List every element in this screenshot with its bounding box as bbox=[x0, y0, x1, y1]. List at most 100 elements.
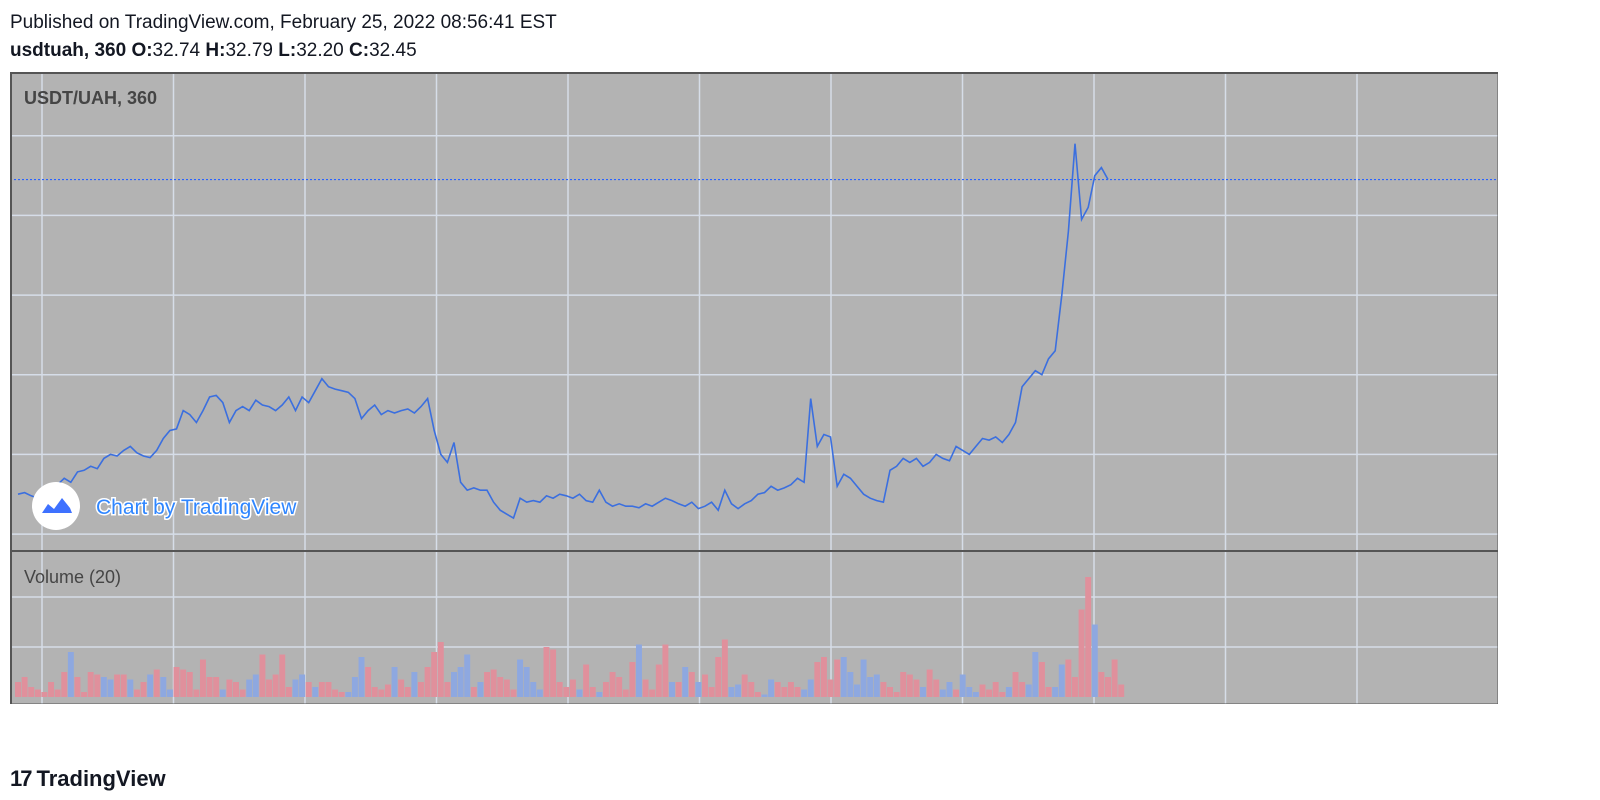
volume-bar bbox=[596, 692, 603, 697]
volume-bar bbox=[233, 682, 239, 697]
volume-bar bbox=[457, 667, 464, 697]
volume-bar bbox=[616, 677, 623, 697]
volume-bar bbox=[556, 682, 563, 697]
watermark-logo-icon bbox=[32, 482, 80, 530]
tradingview-footer-logo[interactable]: 17 TradingView bbox=[10, 766, 166, 792]
volume-bar bbox=[332, 689, 339, 697]
volume-bar bbox=[754, 692, 761, 697]
volume-bar bbox=[41, 692, 48, 697]
volume-bar bbox=[81, 692, 88, 697]
volume-bar bbox=[563, 687, 570, 697]
volume-bar bbox=[61, 672, 68, 697]
watermark-text: Chart by TradingView bbox=[96, 496, 297, 519]
volume-bar bbox=[589, 687, 596, 697]
volume-bar bbox=[979, 684, 986, 697]
volume-bar bbox=[517, 659, 524, 697]
volume-bar bbox=[173, 667, 180, 697]
volume-bar bbox=[199, 659, 206, 697]
volume-bar bbox=[622, 689, 629, 697]
volume-bar bbox=[741, 674, 748, 697]
volume-bar bbox=[1091, 624, 1098, 697]
volume-bar bbox=[920, 687, 927, 697]
published-line: Published on TradingView.com, February 2… bbox=[10, 12, 557, 33]
time-scale-background bbox=[10, 704, 1590, 752]
volume-bar bbox=[325, 682, 332, 697]
volume-bar bbox=[133, 689, 140, 697]
volume-bar bbox=[939, 689, 946, 697]
volume-bar bbox=[21, 677, 28, 697]
open-value: 32.74 bbox=[152, 40, 201, 61]
volume-bar bbox=[206, 677, 213, 697]
volume-bar bbox=[1118, 684, 1125, 697]
volume-bar bbox=[946, 682, 953, 697]
volume-bar bbox=[404, 687, 411, 697]
volume-bar bbox=[853, 684, 860, 697]
volume-bar bbox=[345, 692, 352, 697]
volume-bar bbox=[688, 672, 695, 697]
volume-bar bbox=[358, 657, 365, 697]
volume-bar bbox=[583, 664, 590, 697]
volume-bar bbox=[669, 682, 675, 697]
volume-bar bbox=[926, 669, 933, 697]
volume-bar bbox=[860, 659, 867, 697]
low-value: 32.20 bbox=[296, 40, 344, 61]
price-line-series bbox=[17, 143, 1109, 520]
tradingview-watermark: Chart by TradingView bbox=[32, 482, 299, 530]
volume-bar bbox=[219, 689, 226, 697]
volume-bar bbox=[820, 657, 827, 697]
volume-bar bbox=[15, 682, 21, 697]
volume-bar bbox=[186, 672, 193, 697]
volume-bar bbox=[953, 689, 960, 697]
volume-bar bbox=[140, 682, 147, 697]
volume-bar bbox=[642, 679, 649, 697]
volume-bar bbox=[391, 667, 398, 697]
high-value: 32.79 bbox=[225, 40, 273, 61]
volume-bar bbox=[28, 687, 35, 697]
volume-bar bbox=[74, 677, 81, 697]
volume-bar bbox=[1071, 677, 1078, 697]
volume-bar bbox=[735, 684, 742, 697]
volume-bar bbox=[437, 642, 444, 697]
close-value: 32.45 bbox=[369, 40, 417, 61]
volume-bar bbox=[431, 652, 438, 697]
volume-bar bbox=[1078, 609, 1085, 697]
volume-bar bbox=[900, 672, 907, 697]
volume-bar bbox=[470, 687, 477, 697]
volume-bar bbox=[1098, 672, 1105, 697]
volume-bar bbox=[464, 654, 471, 697]
volume-bar bbox=[213, 677, 220, 697]
volume-bar bbox=[1038, 662, 1045, 697]
volume-bar bbox=[721, 639, 728, 697]
volume-bar bbox=[768, 679, 775, 697]
volume-bar bbox=[398, 679, 405, 697]
volume-bar bbox=[510, 689, 517, 697]
symbol-ohlc-line: usdtuah, 360 O:32.74 H:32.79 L:32.20 C:3… bbox=[10, 40, 417, 62]
price-pane-title: USDT/UAH, 360 bbox=[24, 88, 157, 108]
volume-bar bbox=[992, 682, 999, 697]
volume-bar bbox=[814, 662, 821, 697]
volume-bar bbox=[959, 674, 966, 697]
volume-bar bbox=[1065, 659, 1072, 697]
volume-bar bbox=[365, 667, 372, 697]
volume-bar bbox=[371, 687, 378, 697]
volume-bar bbox=[702, 674, 709, 697]
volume-bar bbox=[87, 672, 94, 697]
volume-bar bbox=[986, 689, 993, 697]
volume-pane bbox=[15, 577, 1125, 697]
low-label: L: bbox=[278, 40, 297, 61]
volume-bar bbox=[1012, 672, 1019, 697]
volume-bar bbox=[193, 689, 200, 697]
volume-bar bbox=[312, 687, 319, 697]
volume-bar bbox=[1085, 577, 1092, 697]
volume-bar bbox=[629, 662, 636, 697]
volume-bar bbox=[259, 654, 266, 697]
volume-bar bbox=[550, 649, 557, 697]
volume-bar bbox=[880, 682, 887, 697]
volume-bar bbox=[34, 689, 41, 697]
volume-bar bbox=[272, 674, 279, 697]
volume-bar bbox=[675, 682, 682, 697]
chart-svg[interactable]: 32.45 162126Feb6111621Mar61133.0032.0031… bbox=[10, 72, 1590, 752]
volume-bar bbox=[635, 644, 642, 697]
volume-bar bbox=[913, 679, 920, 697]
volume-bar bbox=[120, 674, 127, 697]
